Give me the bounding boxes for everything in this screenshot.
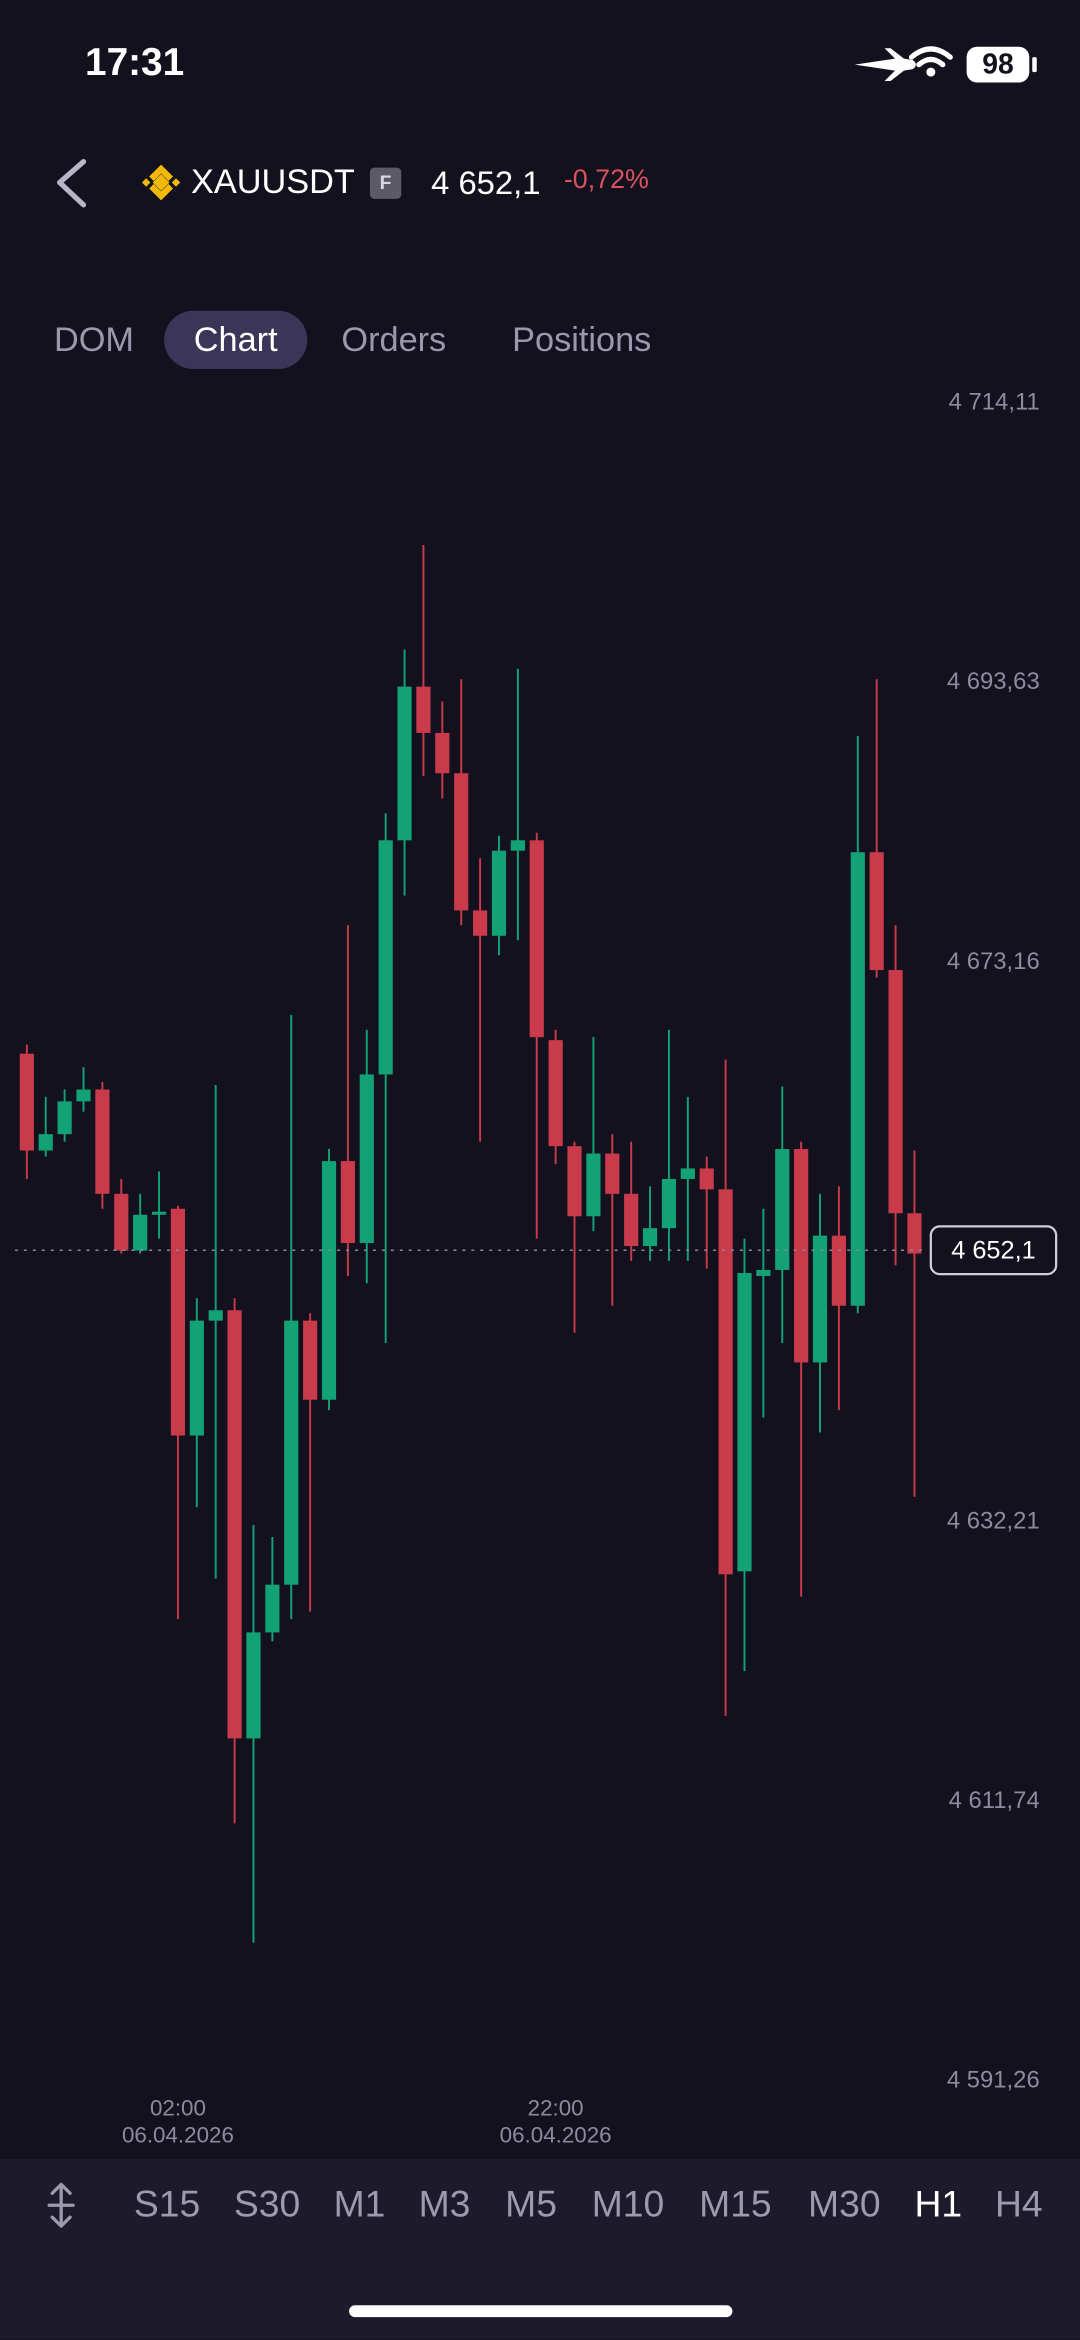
candle-body	[850, 852, 865, 1306]
current-price-label: 4 652,1	[951, 1236, 1036, 1264]
tab[interactable]: Orders	[341, 321, 446, 359]
y-tick-label: 4 632,21	[947, 1507, 1040, 1534]
candle-body	[114, 1193, 129, 1251]
timeframe[interactable]: M3	[419, 2183, 471, 2225]
battery-icon	[966, 46, 1030, 83]
timeframe[interactable]: M1	[334, 2183, 386, 2225]
candle-body	[227, 1310, 242, 1739]
candle-body	[359, 1074, 374, 1244]
candle-body	[189, 1320, 204, 1436]
tab-active-bg	[164, 310, 308, 369]
candle-body	[624, 1193, 639, 1247]
tab[interactable]: Chart	[194, 321, 278, 359]
tab[interactable]: DOM	[54, 321, 134, 359]
price-change: -0,72%	[564, 164, 649, 194]
timeframe[interactable]: S15	[134, 2183, 200, 2225]
candle-body	[57, 1101, 72, 1135]
timeframe[interactable]: M10	[592, 2183, 665, 2225]
candle-body	[321, 1161, 337, 1400]
badge	[369, 167, 402, 199]
candle-body	[454, 773, 469, 911]
timeframes: S15 S30 M1 M3 M5 M10 M15 M30 H1 H4	[134, 2183, 1043, 2225]
wifi-icon	[908, 46, 953, 68]
candle-body	[756, 1269, 771, 1276]
candle-body	[510, 840, 525, 851]
candle-body	[416, 686, 431, 733]
candle-body	[586, 1153, 601, 1217]
header-price: 4 652,1	[431, 164, 540, 201]
tabs: DOM Chart Orders Positions	[54, 310, 651, 369]
candle-body	[718, 1189, 733, 1575]
battery-tip	[1032, 57, 1037, 73]
timeframe[interactable]: H1	[914, 2183, 962, 2225]
candle-body	[265, 1584, 280, 1633]
airplane-icon	[854, 48, 916, 82]
candle-body	[133, 1214, 148, 1251]
candle-body	[680, 1168, 695, 1179]
tab[interactable]: Positions	[512, 321, 651, 359]
candle-body	[19, 1053, 34, 1151]
resize-icon[interactable]	[47, 2182, 75, 2228]
candle-body	[529, 840, 544, 1038]
battery-level: 98	[982, 49, 1014, 81]
candle-body	[605, 1153, 620, 1194]
candle-body	[397, 686, 412, 841]
candle-body	[473, 910, 488, 936]
candle-body	[567, 1146, 582, 1217]
candle-body	[208, 1310, 223, 1321]
candle-body	[737, 1272, 752, 1572]
candle-body	[491, 850, 507, 936]
candle-body	[76, 1089, 91, 1102]
candle-body	[170, 1208, 186, 1436]
exchange-logo	[141, 164, 181, 201]
x-tick-date: 06.04.2026	[122, 2123, 234, 2148]
x-tick-label: 02:00	[150, 2096, 206, 2121]
y-tick-label: 4 714,11	[949, 388, 1040, 415]
y-tick-label: 4 611,74	[949, 1787, 1040, 1814]
candle-body	[151, 1211, 167, 1215]
timeframe[interactable]: M5	[505, 2183, 557, 2225]
timeframe[interactable]: M30	[808, 2183, 881, 2225]
candle-body	[869, 852, 884, 971]
candle-body	[435, 732, 450, 774]
candle-body	[831, 1235, 846, 1306]
badge-text: F	[380, 172, 392, 194]
candle-body	[548, 1040, 563, 1147]
candle-body	[661, 1178, 677, 1229]
candle-body	[888, 970, 903, 1214]
candle-body	[907, 1213, 922, 1254]
candle-body	[378, 840, 393, 1075]
candle-body	[699, 1168, 714, 1190]
y-tick-label: 4 693,63	[947, 668, 1040, 695]
candle-body	[812, 1235, 828, 1363]
x-tick-date: 06.04.2026	[500, 2123, 612, 2148]
timeframe[interactable]: H4	[995, 2183, 1043, 2225]
y-tick-label: 4 673,16	[947, 948, 1040, 975]
candle-body	[340, 1161, 355, 1244]
current-price-box	[929, 1225, 1058, 1276]
back-button[interactable]	[57, 158, 87, 208]
plot: 4 714,11 4 693,63 4 673,16 4 632,21 4 611,74…	[14, 388, 1058, 2148]
status-time: 17:31	[85, 41, 184, 84]
timeframe[interactable]: M15	[699, 2183, 772, 2225]
home-indicator	[349, 2305, 733, 2318]
candle-body	[38, 1134, 53, 1151]
candle-body	[794, 1149, 809, 1363]
x-tick-label: 22:00	[528, 2096, 584, 2121]
candle-body	[246, 1632, 261, 1739]
timeframe[interactable]: S30	[234, 2183, 300, 2225]
candle-body	[775, 1149, 790, 1270]
wifi-dot	[926, 67, 936, 77]
candle-body	[642, 1228, 658, 1247]
candle-body	[284, 1320, 299, 1585]
candle-body	[303, 1320, 318, 1400]
symbol: XAUUSDT	[191, 163, 355, 201]
candle-body	[95, 1089, 110, 1194]
y-tick-label: 4 591,26	[947, 2067, 1040, 2094]
